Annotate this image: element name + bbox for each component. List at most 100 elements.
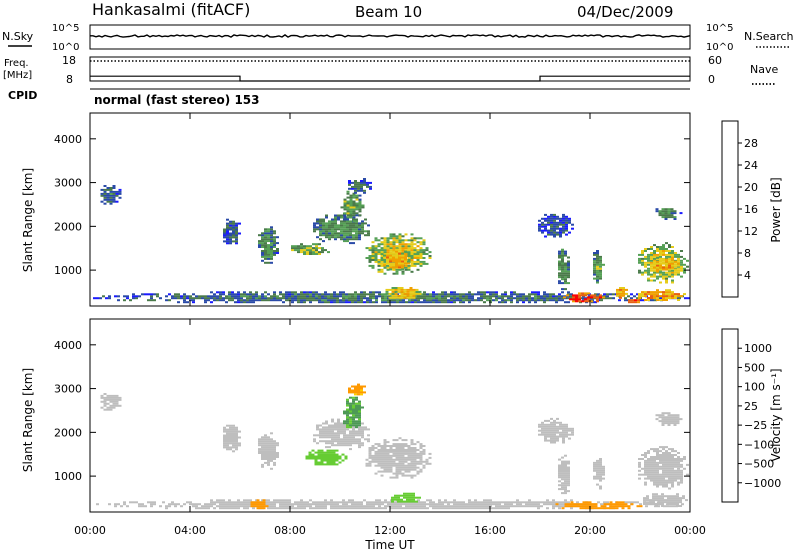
velocity-cell <box>358 416 361 419</box>
power-cell <box>578 294 581 297</box>
velocity-cell <box>553 437 556 440</box>
velocity-cell <box>371 447 375 449</box>
velocity-cell <box>103 408 107 411</box>
velocity-cell <box>276 454 279 456</box>
power-cell <box>264 255 267 258</box>
power-cell <box>207 299 210 302</box>
power-cell <box>588 295 591 298</box>
velocity-cell <box>387 505 390 508</box>
velocity-cell <box>267 448 270 451</box>
power-cell <box>667 208 671 211</box>
velocity-cell <box>267 454 270 456</box>
power-cell <box>416 249 420 252</box>
velocity-cell <box>406 500 409 503</box>
power-cell <box>276 299 279 302</box>
velocity-cell <box>668 459 671 462</box>
velocity-cell <box>348 387 351 390</box>
velocity-cell <box>638 477 641 480</box>
power-cell <box>386 266 390 269</box>
power-cell <box>340 230 343 233</box>
velocity-cell <box>570 499 573 502</box>
power-cell <box>662 259 665 262</box>
power-cell <box>377 245 381 248</box>
power-cell <box>659 269 662 272</box>
power-cell <box>369 187 372 190</box>
power-cell <box>662 275 665 278</box>
power-cell <box>109 190 113 193</box>
power-cell <box>407 260 411 263</box>
velocity-cell <box>355 408 358 411</box>
power-cell <box>316 220 319 223</box>
velocity-cell <box>407 452 411 455</box>
power-cell <box>447 295 450 298</box>
velocity-cell <box>674 463 677 466</box>
power-cell <box>374 239 378 242</box>
velocity-cell <box>668 458 671 460</box>
power-cell <box>346 212 350 215</box>
power-cell <box>671 252 674 254</box>
velocity-cell <box>564 488 567 491</box>
power-cell <box>375 299 378 302</box>
velocity-cell <box>229 440 232 443</box>
power-cell <box>109 192 113 195</box>
power-cell <box>297 249 300 252</box>
power-cell <box>402 299 405 302</box>
velocity-cell <box>567 501 570 504</box>
power-cell <box>229 226 232 229</box>
velocity-cell <box>441 507 444 510</box>
velocity-cell <box>444 507 447 510</box>
power-cell <box>331 236 334 239</box>
velocity-cell <box>342 499 345 502</box>
power-cell <box>658 210 662 213</box>
power-cell <box>596 273 599 276</box>
power-cell <box>226 232 229 235</box>
velocity-cell <box>357 505 360 508</box>
power-cell <box>395 266 398 269</box>
power-cell <box>653 291 656 294</box>
velocity-cell <box>329 453 333 456</box>
power-cell <box>348 299 351 302</box>
power-cell <box>325 214 328 217</box>
power-cell <box>389 258 392 261</box>
power-cell <box>495 293 498 296</box>
velocity-cell <box>447 503 450 506</box>
velocity-cell <box>565 423 568 426</box>
velocity-cell <box>115 404 119 407</box>
velocity-cell <box>357 391 360 394</box>
velocity-cell <box>544 423 547 426</box>
power-cell <box>558 274 561 277</box>
velocity-cell <box>308 455 312 458</box>
power-cell <box>349 228 352 231</box>
power-cell <box>567 256 570 259</box>
power-cell <box>349 216 353 219</box>
velocity-cell <box>468 503 471 506</box>
power-cell <box>569 298 572 301</box>
power-cell <box>562 229 565 232</box>
power-cell <box>383 247 387 250</box>
power-cell <box>668 273 671 276</box>
power-cell <box>650 293 653 296</box>
power-cell <box>377 251 381 254</box>
power-cell <box>352 236 355 239</box>
power-cell <box>596 263 599 266</box>
power-cell <box>383 264 386 267</box>
velocity-cell <box>656 475 659 478</box>
power-cell <box>622 287 625 289</box>
power-cell <box>516 293 519 296</box>
power-cell <box>671 250 674 252</box>
velocity-cell <box>267 438 270 441</box>
power-cell <box>336 295 339 298</box>
power-cell <box>340 206 344 209</box>
power-cell <box>504 295 507 298</box>
power-cell <box>650 297 653 299</box>
velocity-cell <box>398 445 402 447</box>
power-cell <box>555 299 558 302</box>
velocity-cell <box>225 501 228 504</box>
velocity-cell <box>671 454 674 456</box>
velocity-cell <box>674 461 677 464</box>
power-cell <box>417 301 420 304</box>
velocity-cell <box>115 398 119 401</box>
velocity-cell <box>407 474 411 477</box>
velocity-cell <box>659 446 662 449</box>
power-cell <box>392 250 395 253</box>
